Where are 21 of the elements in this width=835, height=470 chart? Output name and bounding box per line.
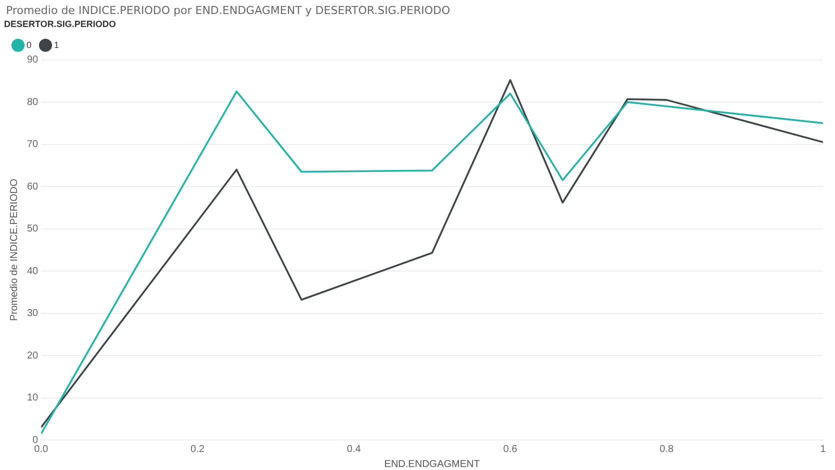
y-tick-label: 80 bbox=[27, 96, 39, 108]
y-tick-label: 0 bbox=[32, 434, 39, 446]
legend-label: 1 bbox=[54, 40, 60, 50]
y-tick-label: 40 bbox=[27, 266, 39, 277]
legend-title: DESERTOR.SIG.PERIODO bbox=[4, 18, 116, 29]
x-tick-label: 0.0 bbox=[34, 444, 49, 455]
x-tick-label: 0.6 bbox=[503, 444, 518, 455]
y-tick-label: 90 bbox=[27, 54, 39, 66]
y-tick-label: 10 bbox=[27, 392, 39, 404]
y-tick-label: 20 bbox=[27, 350, 39, 362]
x-tick-label: 0.8 bbox=[660, 444, 674, 455]
y-tick-label: 70 bbox=[27, 139, 39, 150]
y-tick-label: 60 bbox=[27, 181, 39, 192]
x-tick-label: 0.4 bbox=[346, 444, 362, 455]
y-tick-label: 50 bbox=[27, 224, 39, 235]
y-tick-label: 30 bbox=[27, 308, 39, 320]
chart-title: Promedio de INDICE.PERIODO por END.ENDGAGMENT y DESERTOR.SIG.PERIODO bbox=[5, 3, 452, 19]
y-axis-title: Promedio de INDICE.PERIODO bbox=[8, 178, 20, 322]
x-tick-label: 1 bbox=[820, 444, 826, 455]
x-tick-label: 0.2 bbox=[190, 444, 205, 455]
x-axis-title: END.ENDGAGMENT bbox=[384, 458, 480, 470]
